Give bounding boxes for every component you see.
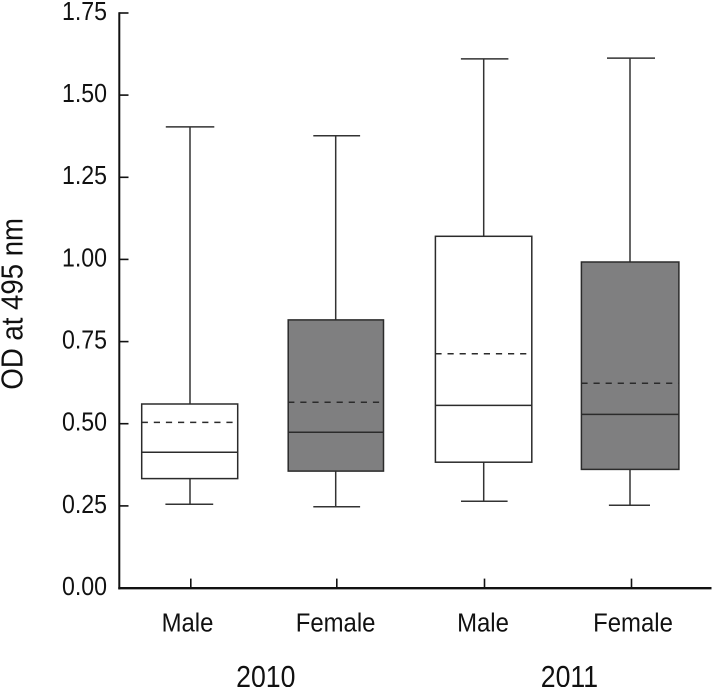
- svg-text:Male: Male: [162, 609, 214, 638]
- svg-text:1.25: 1.25: [62, 162, 107, 191]
- svg-text:Female: Female: [296, 609, 376, 638]
- svg-text:2011: 2011: [541, 660, 598, 687]
- svg-text:0.75: 0.75: [62, 326, 107, 355]
- svg-text:0.50: 0.50: [62, 408, 107, 437]
- svg-text:Female: Female: [593, 609, 673, 638]
- svg-text:0.00: 0.00: [62, 573, 107, 602]
- svg-text:2010: 2010: [236, 660, 295, 687]
- svg-text:1.75: 1.75: [62, 0, 107, 26]
- svg-text:Male: Male: [457, 609, 509, 638]
- svg-text:1.00: 1.00: [62, 244, 107, 273]
- svg-text:OD at 495 nm: OD at 495 nm: [0, 218, 30, 390]
- svg-text:1.50: 1.50: [62, 80, 107, 109]
- svg-text:0.25: 0.25: [62, 491, 107, 520]
